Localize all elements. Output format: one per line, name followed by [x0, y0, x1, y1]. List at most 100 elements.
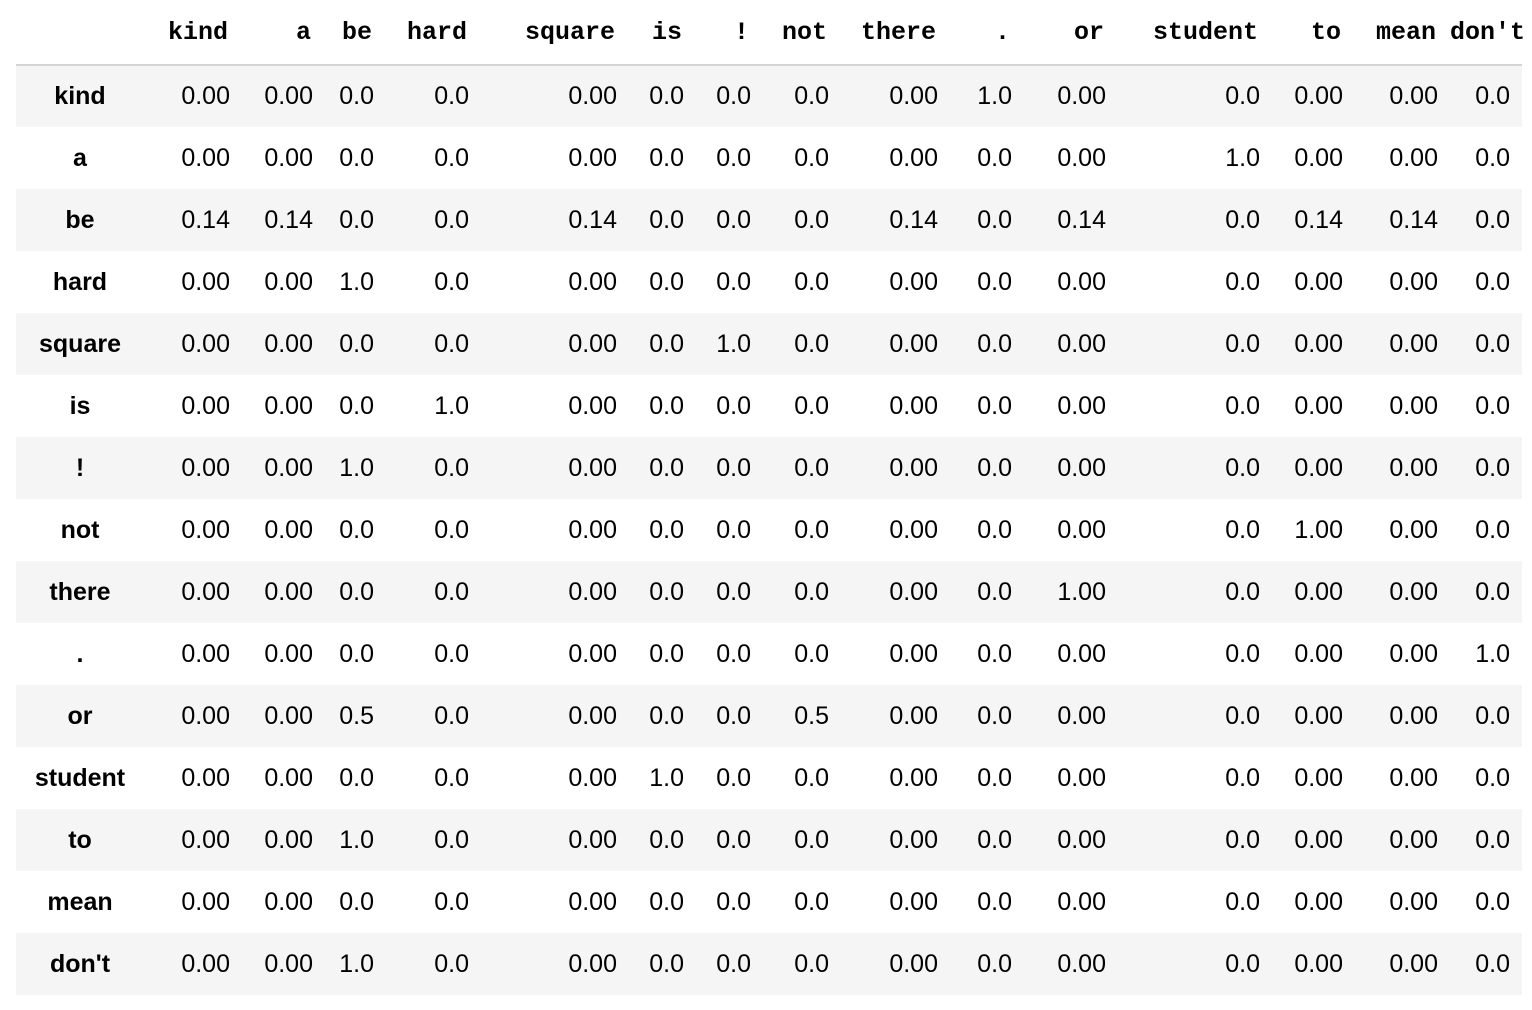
table-cell: 0.0 [716, 453, 751, 482]
row-index-mean: mean [47, 887, 113, 916]
table-cell: 0.0 [716, 949, 751, 978]
table-cell: 0.0 [339, 639, 374, 668]
table-cell: 0.00 [1294, 391, 1343, 420]
table-cell: 0.0 [794, 515, 829, 544]
table-cell: 0.0 [434, 701, 469, 730]
column-header-row: kind a be hard square is! not there. or student to… [16, 0, 1525, 66]
row-index-kind: kind [54, 82, 106, 110]
table-cell: 0.0 [716, 887, 751, 916]
table-row: to 0.00 0.00 1.0 0.0 0.00 0.0 0.0 0.0 0.00 0.0 0.00… [16, 809, 1522, 871]
table-cell: 0.00 [889, 825, 938, 854]
table-cell: 0.00 [181, 453, 230, 482]
row-index-hard: hard [52, 267, 108, 296]
table-row: mean 0.00 0.00 0.0 0.0 0.00 0.0 0.0 0.0 0.00 0.0 0.… [16, 871, 1522, 933]
table-cell: 0.00 [181, 887, 230, 916]
table-cell: 1.00 [1294, 515, 1343, 544]
row-index-there: there [49, 577, 111, 606]
table-cell: 0.00 [181, 329, 230, 358]
table-cell: 0.00 [568, 143, 617, 172]
table-cell: 0.00 [181, 949, 230, 978]
table-cell: 0.00 [181, 82, 230, 110]
table-cell: 0.0 [977, 391, 1012, 420]
table-cell: 0.0 [1225, 701, 1260, 730]
table-cell: 0.00 [1389, 453, 1438, 482]
column-header-be: be [325, 0, 386, 66]
row-index-dont: don't [49, 949, 111, 978]
table-cell: 0.0 [716, 825, 751, 854]
table-cell: 0.0 [434, 887, 469, 916]
table-cell: 0.00 [181, 825, 230, 854]
table-cell: 0.00 [264, 391, 313, 420]
table-cell: 0.0 [977, 453, 1012, 482]
table-row: there 0.00 0.00 0.0 0.0 0.00 0.0 0.0 0.0 0.00 0.0 1… [16, 561, 1522, 623]
table-cell: 0.00 [1294, 267, 1343, 296]
table-row: square 0.00 0.00 0.0 0.0 0.00 0.0 1.0 0.0 0.00 0.0… [16, 313, 1522, 375]
table-cell: 1.0 [339, 453, 374, 482]
table-cell: 0.0 [339, 391, 374, 420]
table-cell: 0.00 [1057, 143, 1106, 172]
table-cell: 0.0 [434, 577, 469, 606]
table-cell: 0.0 [977, 267, 1012, 296]
table-cell: 0.0 [716, 205, 751, 234]
table-cell: 0.00 [1057, 887, 1106, 916]
table-cell: 0.0 [1475, 267, 1510, 296]
table-cell: 0.0 [434, 329, 469, 358]
table-cell: 0.0 [794, 143, 829, 172]
table-cell: 0.00 [1389, 143, 1438, 172]
table-cell: 0.00 [889, 701, 938, 730]
table-cell: 0.0 [794, 391, 829, 420]
row-index-student: student [34, 763, 126, 792]
table-cell: 0.0 [794, 577, 829, 606]
table-cell: 0.0 [1225, 82, 1260, 110]
table-cell: 0.0 [649, 825, 684, 854]
table-cell: 0.0 [339, 763, 374, 792]
table-cell: 0.00 [181, 143, 230, 172]
table-cell: 0.0 [794, 825, 829, 854]
table-cell: 0.0 [434, 763, 469, 792]
table-cell: 0.0 [1475, 825, 1510, 854]
row-index-be: be [65, 205, 95, 234]
table-cell: 0.0 [339, 515, 374, 544]
table-cell: 0.00 [1294, 887, 1343, 916]
table-cell: 0.00 [264, 143, 313, 172]
table-cell: 0.0 [434, 205, 469, 234]
table-cell: 0.14 [1294, 205, 1343, 234]
column-header-square: square [481, 0, 629, 66]
table-row: hard 0.00 0.00 1.0 0.0 0.00 0.0 0.0 0.0 0.00 0.0 0.… [16, 251, 1522, 313]
table-cell: 0.0 [977, 205, 1012, 234]
table-cell: 0.00 [1057, 267, 1106, 296]
table-cell: 0.00 [264, 267, 313, 296]
table-cell: 1.0 [339, 267, 374, 296]
table-cell: 0.0 [977, 515, 1012, 544]
table-cell: 0.0 [649, 949, 684, 978]
table-cell: 0.0 [434, 825, 469, 854]
column-header-hard: hard [386, 0, 481, 66]
table-cell: 0.0 [1225, 205, 1260, 234]
column-header-a: a [242, 0, 325, 66]
table-cell: 0.00 [181, 577, 230, 606]
table-cell: 0.0 [716, 763, 751, 792]
table-cell: 0.00 [1057, 515, 1106, 544]
table-cell: 0.0 [339, 577, 374, 606]
table-cell: 0.0 [794, 887, 829, 916]
table-row: or 0.00 0.00 0.5 0.0 0.00 0.0 0.0 0.5 0.00 0.0 0.00… [16, 685, 1522, 747]
table-cell: 0.0 [1475, 82, 1510, 110]
column-header-or: or [1024, 0, 1118, 66]
table-cell: 0.0 [1475, 515, 1510, 544]
table-cell: 0.00 [1294, 639, 1343, 668]
table-cell: 0.0 [1225, 763, 1260, 792]
table-cell: 0.0 [339, 329, 374, 358]
table-row: a 0.00 0.00 0.0 0.0 0.00 0.0 0.0 0.0 0.00 0.0 0.00 1… [16, 127, 1522, 189]
table-body: kind 0.00 0.00 0.0 0.0 0.00 0.0 0.0 0.0 0.00 1.0 0.… [16, 65, 1522, 995]
table-cell: 0.00 [1294, 577, 1343, 606]
column-header-kind: kind [144, 0, 242, 66]
table-cell: 0.00 [1294, 949, 1343, 978]
table-cell: 0.00 [1389, 577, 1438, 606]
table-cell: 0.0 [716, 639, 751, 668]
table-cell: 0.0 [716, 577, 751, 606]
column-header-mean: mean [1355, 0, 1450, 66]
table-cell: 0.0 [1475, 949, 1510, 978]
table-cell: 0.00 [1294, 329, 1343, 358]
table-cell: 0.0 [977, 577, 1012, 606]
table-cell: 0.0 [977, 329, 1012, 358]
